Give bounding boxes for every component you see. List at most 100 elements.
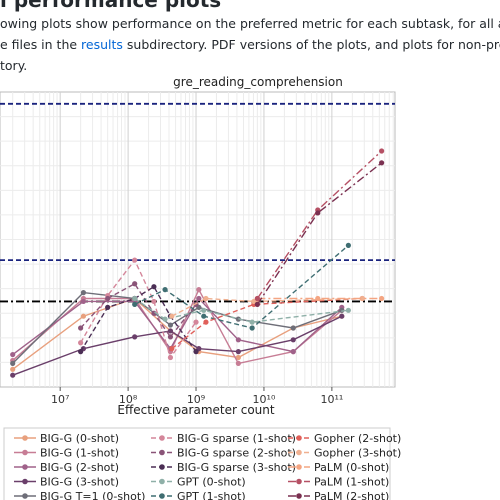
series-line: [80, 258, 197, 360]
x-axis-label: Effective parameter count: [117, 403, 274, 417]
legend-marker: [22, 464, 28, 470]
data-point: [132, 281, 138, 287]
legend-label: Gopher (2-shot): [314, 432, 401, 445]
data-point: [339, 313, 345, 319]
legend-marker: [22, 449, 28, 456]
data-point: [315, 210, 321, 216]
heading: l performance plots: [0, 0, 222, 12]
series-line: [80, 285, 197, 353]
legend-marker: [159, 464, 165, 470]
link[interactable]: results: [81, 37, 123, 52]
series-line: [12, 297, 342, 370]
data-point: [196, 287, 202, 293]
x-tick-label: 10⁹: [187, 393, 205, 406]
text: e files in the: [0, 37, 82, 52]
data-point: [78, 349, 84, 355]
data-point: [132, 257, 138, 263]
legend-label: PaLM (1-shot): [314, 476, 389, 489]
data-point: [105, 304, 111, 310]
legend-label: BIG-G sparse (1-shot): [177, 432, 296, 445]
data-point: [162, 316, 168, 322]
data-point: [254, 301, 260, 307]
paragraph-line: owing plots show performance on the pref…: [0, 16, 500, 31]
legend-marker: [159, 493, 165, 499]
data-point: [193, 319, 199, 325]
legend-label: BIG-G (3-shot): [40, 476, 119, 489]
text: subdirectory. PDF versions of the plots,…: [126, 37, 500, 52]
data-point: [132, 334, 138, 340]
data-point: [201, 307, 207, 313]
data-point: [235, 354, 241, 361]
data-point: [169, 313, 175, 319]
legend-label: GPT (0-shot): [177, 476, 246, 489]
data-point: [249, 319, 255, 325]
data-point: [290, 325, 296, 331]
data-point: [10, 360, 16, 366]
series-line: [12, 315, 343, 376]
legend-marker: [159, 449, 165, 456]
data-point: [105, 295, 111, 302]
data-point: [132, 301, 138, 307]
data-point: [203, 295, 209, 302]
data-point: [201, 313, 207, 319]
legend-label: BIG-G sparse (2-shot): [177, 447, 296, 460]
chart-title: gre_reading_comprehension: [173, 75, 343, 89]
data-point: [78, 325, 84, 331]
data-point: [193, 349, 199, 355]
data-point: [345, 242, 351, 248]
data-point: [78, 340, 84, 346]
x-tick-label: 10¹⁰: [253, 393, 276, 406]
data-point: [167, 322, 174, 328]
series-line: [171, 297, 363, 350]
series-line: [171, 297, 363, 317]
legend-marker: [296, 464, 302, 470]
legend-label: BIG-G (2-shot): [40, 461, 119, 474]
data-point: [235, 360, 241, 366]
data-point: [132, 295, 138, 302]
data-point: [10, 372, 16, 378]
data-point: [235, 337, 241, 343]
legend-marker: [296, 435, 302, 441]
paragraph-line: tory.: [0, 58, 28, 73]
legend-label: BIG-G (1-shot): [40, 447, 119, 460]
data-point: [249, 325, 255, 331]
data-point: [290, 349, 296, 355]
x-tick-label: 10⁷: [51, 393, 69, 406]
data-point: [167, 334, 174, 340]
data-point: [235, 349, 241, 355]
legend-marker: [159, 435, 165, 441]
x-tick-label: 10¹¹: [320, 393, 343, 406]
legend-marker: [296, 493, 302, 499]
legend-marker: [296, 478, 302, 485]
data-point: [379, 148, 385, 154]
legend-marker: [22, 478, 28, 485]
data-point: [167, 328, 174, 334]
legend-label: BIG-G (0-shot): [40, 432, 119, 445]
data-point: [379, 160, 385, 166]
legend-label: PaLM (2-shot): [314, 490, 389, 500]
data-point: [359, 295, 365, 302]
paragraph-line: e files in the results subdirectory. PDF…: [0, 37, 500, 52]
legend-box: [3, 427, 391, 500]
series-line: [12, 297, 343, 356]
legend-label: BIG-G T=1 (0-shot): [40, 490, 145, 500]
legend-marker: [22, 435, 28, 441]
legend-label: Gopher (3-shot): [314, 447, 401, 460]
data-point: [169, 346, 175, 352]
data-point: [162, 287, 168, 293]
series-line: [12, 291, 343, 364]
legend-label: PaLM (0-shot): [314, 461, 389, 474]
data-point: [290, 337, 296, 343]
data-point: [203, 319, 209, 325]
data-point: [80, 313, 87, 319]
data-point: [196, 295, 202, 302]
data-point: [345, 307, 351, 313]
data-point: [80, 298, 87, 305]
series-line: [256, 162, 383, 305]
data-point: [254, 295, 260, 302]
data-point: [167, 354, 174, 361]
x-tick-label: 10⁸: [119, 393, 138, 406]
data-point: [251, 298, 257, 305]
